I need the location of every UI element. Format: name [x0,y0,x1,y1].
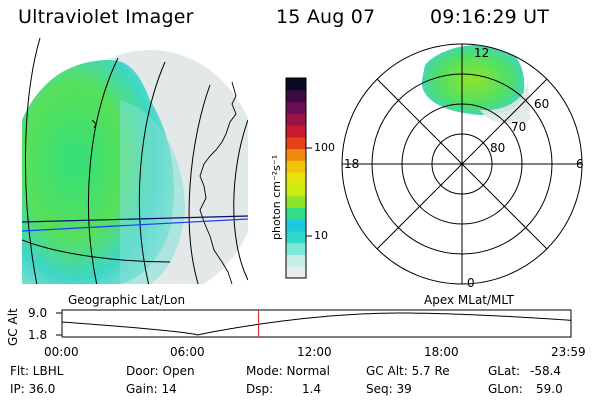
colorbar-cell [286,78,306,91]
satellite-track-line [22,218,248,232]
observation-date: 15 Aug 07 [276,6,376,28]
uv-emission-edge [120,100,185,284]
polar-panel-label: Apex MLat/MLT [424,293,514,307]
geo-grid [22,38,248,284]
time-tick-1800: 18:00 [424,345,459,359]
polar-emission-region [421,44,525,116]
altitude-ticks [56,312,62,336]
altitude-tick-max: 9.0 [28,306,48,320]
altitude-tick-min: 1.8 [28,328,48,342]
colorbar-cell [286,101,306,114]
colorbar-cell [286,219,306,232]
altitude-curve [61,312,572,336]
time-tick-1200: 12:00 [297,345,332,359]
colorbar-cell [286,195,306,208]
colorbar-cell [286,172,306,185]
colorbar-cell [286,266,306,279]
colorbar-cell [286,207,306,220]
status-gain: Gain: 14 [126,382,177,396]
status-glon-value: 59.0 [536,382,563,396]
polar-grid [341,43,583,285]
colorbar-cell [286,242,306,255]
altitude-plot-frame [61,309,572,338]
time-tick-2359: 23:59 [551,345,586,359]
status-mode: Mode: Normal [246,364,330,378]
status-dsp-label: Dsp: [246,382,274,396]
time-tick-0000: 00:00 [44,345,79,359]
altitude-axis-label: GC Alt [6,308,20,346]
status-gc-altitude: GC Alt: 5.7 Re [366,364,450,378]
mlat-label-80: 80 [490,141,506,155]
terminator-line [22,215,248,223]
colorbar-tick-100: 100 [314,141,335,154]
mlat-label-70: 70 [511,120,527,134]
coastline [199,81,237,284]
mlt-label-0: 0 [467,276,475,290]
status-door: Door: Open [126,364,195,378]
colorbar-cell [286,254,306,267]
status-glon-label: GLon: [488,382,523,396]
colorbar-cell [286,89,306,103]
mlt-label-12: 12 [474,46,490,60]
colorbar-frame [285,77,307,279]
colorbar-cell [286,136,306,150]
status-glat-value: -58.4 [530,364,562,378]
geographic-panel-label: Geographic Lat/Lon [68,293,186,307]
status-glat-label: GLat: [488,364,521,378]
colorbar-cell [286,113,306,126]
colorbar-cell [286,183,306,197]
status-filter: Flt: LBHL [10,364,64,378]
colorbar-cell [286,125,306,138]
colorbar-cell [286,230,306,244]
observation-time: 09:16:29 UT [430,6,550,28]
status-dsp-value: 1.4 [302,382,322,396]
mlat-label-60: 60 [534,97,550,111]
time-tick-0600: 06:00 [170,345,205,359]
status-sequence: Seq: 39 [366,382,412,396]
mlt-label-18: 18 [344,157,360,171]
colorbar-tick-10: 10 [314,229,328,242]
instrument-title: Ultraviolet Imager [18,6,194,28]
mlt-label-6: 6 [576,157,584,171]
colorbar-cell [286,160,306,173]
status-ip: IP: 36.0 [10,382,56,396]
colorbar-cell [286,148,306,161]
